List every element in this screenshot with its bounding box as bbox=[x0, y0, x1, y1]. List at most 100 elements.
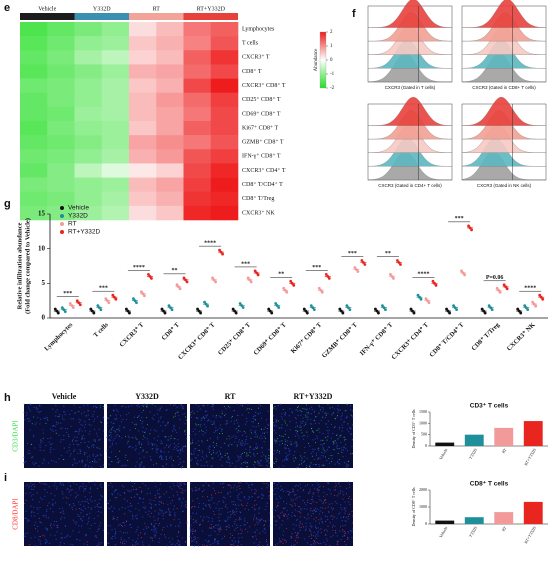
nucleus bbox=[86, 459, 89, 461]
nucleus bbox=[189, 465, 192, 467]
nucleus bbox=[156, 532, 158, 534]
stained-cell bbox=[154, 519, 156, 521]
nucleus bbox=[313, 411, 315, 413]
nucleus bbox=[182, 489, 184, 492]
nucleus bbox=[229, 465, 231, 467]
nucleus bbox=[94, 535, 96, 537]
nucleus bbox=[114, 533, 116, 535]
stained-cell bbox=[304, 452, 306, 454]
nucleus bbox=[121, 465, 123, 467]
nucleus bbox=[190, 412, 192, 414]
micrograph bbox=[272, 481, 354, 547]
nucleus bbox=[38, 535, 40, 538]
stained-cell bbox=[235, 519, 237, 521]
nucleus bbox=[252, 421, 255, 423]
stained-cell bbox=[281, 442, 283, 444]
stained-cell bbox=[333, 507, 335, 509]
nucleus bbox=[275, 442, 277, 444]
stained-cell bbox=[315, 416, 317, 418]
nucleus bbox=[329, 522, 331, 524]
nucleus bbox=[151, 417, 153, 419]
stained-cell bbox=[125, 435, 127, 437]
panel-letter: f bbox=[352, 8, 356, 20]
stained-cell bbox=[347, 515, 349, 517]
micrograph bbox=[106, 403, 188, 469]
nucleus bbox=[310, 503, 313, 505]
stained-cell bbox=[315, 517, 317, 519]
stained-cell bbox=[292, 489, 294, 491]
nucleus bbox=[168, 436, 170, 438]
nucleus bbox=[300, 460, 303, 462]
stained-cell bbox=[303, 516, 305, 518]
heatmap-cell bbox=[47, 135, 75, 150]
heatmap-cell bbox=[20, 64, 48, 79]
nucleus bbox=[89, 430, 91, 432]
nucleus bbox=[90, 496, 92, 498]
nucleus bbox=[336, 535, 338, 537]
stained-cell bbox=[233, 410, 235, 412]
nucleus bbox=[207, 504, 210, 506]
dot bbox=[199, 311, 202, 315]
nucleus bbox=[274, 450, 276, 452]
stained-cell bbox=[192, 442, 194, 444]
nucleus bbox=[75, 412, 77, 414]
nucleus bbox=[80, 424, 82, 426]
nucleus bbox=[297, 489, 299, 491]
nucleus bbox=[307, 513, 309, 515]
nucleus bbox=[228, 526, 230, 528]
nucleus bbox=[262, 495, 265, 497]
x-tick-label: RT bbox=[501, 525, 508, 532]
nucleus bbox=[232, 511, 235, 514]
nucleus bbox=[326, 516, 328, 518]
dot bbox=[381, 304, 384, 307]
nucleus bbox=[133, 416, 135, 418]
stained-cell bbox=[254, 461, 256, 463]
nucleus bbox=[43, 515, 45, 517]
nucleus bbox=[249, 497, 251, 499]
stained-cell bbox=[342, 528, 344, 530]
stained-cell bbox=[206, 545, 208, 547]
nucleus bbox=[176, 411, 178, 414]
stained-cell bbox=[258, 407, 260, 409]
dot bbox=[104, 297, 108, 301]
nucleus bbox=[261, 519, 263, 521]
nucleus bbox=[216, 451, 218, 453]
nucleus bbox=[315, 454, 318, 457]
nucleus bbox=[109, 431, 111, 434]
nucleus bbox=[207, 520, 209, 522]
nucleus bbox=[346, 487, 348, 489]
nucleus bbox=[156, 493, 159, 495]
dot-group bbox=[360, 259, 367, 266]
nucleus bbox=[193, 453, 195, 455]
nucleus bbox=[101, 496, 103, 498]
nucleus bbox=[327, 519, 329, 521]
stained-cell bbox=[40, 536, 42, 538]
nucleus bbox=[45, 483, 47, 486]
nucleus bbox=[46, 540, 48, 542]
significance-label: *** bbox=[241, 261, 250, 267]
nucleus bbox=[115, 531, 117, 533]
stained-cell bbox=[298, 485, 300, 487]
row-label: CXCR3⁺ T bbox=[242, 54, 270, 61]
dot bbox=[431, 279, 435, 283]
nucleus bbox=[310, 530, 312, 532]
dot bbox=[470, 228, 473, 232]
stained-cell bbox=[98, 527, 100, 529]
heatmap-cell bbox=[74, 106, 103, 122]
nucleus bbox=[153, 526, 155, 528]
heatmap-cell bbox=[47, 149, 75, 164]
stained-cell bbox=[190, 540, 192, 542]
nucleus bbox=[179, 484, 181, 486]
nucleus bbox=[211, 406, 213, 408]
nucleus bbox=[261, 493, 263, 495]
nucleus bbox=[201, 441, 204, 443]
stained-cell bbox=[110, 415, 112, 417]
group-bar bbox=[129, 13, 184, 20]
nucleus bbox=[220, 424, 222, 426]
nucleus bbox=[274, 487, 276, 489]
nucleus bbox=[320, 419, 322, 421]
nucleus bbox=[127, 435, 130, 437]
heatmap-cell bbox=[101, 64, 130, 79]
nucleus bbox=[321, 451, 323, 453]
stained-cell bbox=[214, 538, 216, 540]
